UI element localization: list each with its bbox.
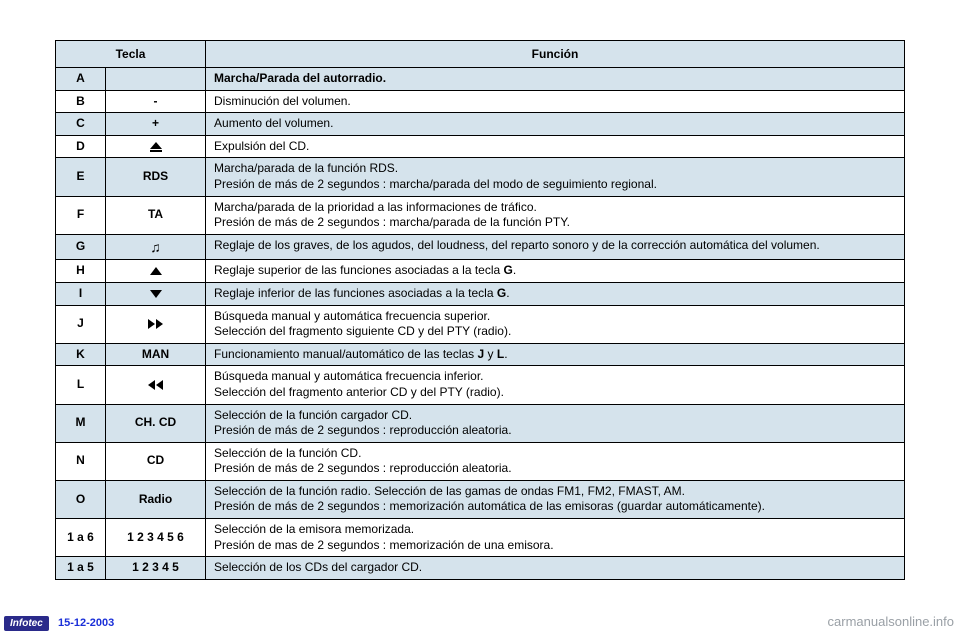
func-text: Reglaje inferior de las funciones asocia…	[214, 286, 497, 300]
key-cell: L	[56, 366, 106, 404]
key-cell: 1 a 5	[56, 557, 106, 580]
sym-cell: MAN	[106, 343, 206, 366]
func-cell: Marcha/Parada del autorradio.	[206, 68, 905, 91]
key-cell: E	[56, 158, 106, 196]
key-cell: J	[56, 305, 106, 343]
sym-cell	[106, 282, 206, 305]
func-text: .	[504, 347, 507, 361]
sym-cell: ♫	[106, 234, 206, 260]
func-text: y	[484, 347, 497, 361]
sym-cell: 1 2 3 4 5 6	[106, 519, 206, 557]
key-cell: 1 a 6	[56, 519, 106, 557]
func-bold: G	[504, 263, 513, 277]
func-cell: Reglaje inferior de las funciones asocia…	[206, 282, 905, 305]
table-row: 1 a 6 1 2 3 4 5 6 Selección de la emisor…	[56, 519, 905, 557]
up-icon	[150, 263, 162, 277]
table-row: E RDS Marcha/parada de la función RDS.Pr…	[56, 158, 905, 196]
func-cell: Búsqueda manual y automática frecuencia …	[206, 366, 905, 404]
footer-date: 15-12-2003	[58, 617, 114, 629]
key-cell: N	[56, 442, 106, 480]
table-row: 1 a 5 1 2 3 4 5 Selección de los CDs del…	[56, 557, 905, 580]
header-tecla: Tecla	[56, 41, 206, 68]
func-cell: Selección de la función cargador CD.Pres…	[206, 404, 905, 442]
func-cell: Selección de los CDs del cargador CD.	[206, 557, 905, 580]
func-cell: Marcha/parada de la función RDS.Presión …	[206, 158, 905, 196]
sym-cell: TA	[106, 196, 206, 234]
watermark: carmanualsonline.info	[828, 614, 954, 629]
func-cell: Selección de la función CD.Presión de má…	[206, 442, 905, 480]
fast-forward-icon	[148, 316, 164, 330]
rewind-icon	[148, 377, 164, 391]
func-cell: Reglaje de los graves, de los agudos, de…	[206, 234, 905, 260]
func-cell: Funcionamiento manual/automático de las …	[206, 343, 905, 366]
eject-icon	[150, 139, 162, 153]
table-row: B - Disminución del volumen.	[56, 90, 905, 113]
func-text: .	[513, 263, 516, 277]
sym-cell: +	[106, 113, 206, 136]
table-row: M CH. CD Selección de la función cargado…	[56, 404, 905, 442]
key-cell: K	[56, 343, 106, 366]
func-bold: Marcha/Parada del autorradio.	[214, 71, 386, 85]
key-cell: O	[56, 480, 106, 518]
func-text: Reglaje superior de las funciones asocia…	[214, 263, 504, 277]
table-row: I Reglaje inferior de las funciones asoc…	[56, 282, 905, 305]
sym-cell	[106, 305, 206, 343]
sym-cell	[106, 366, 206, 404]
footer: Infotec 15-12-2003 carmanualsonline.info	[0, 613, 960, 633]
key-cell: F	[56, 196, 106, 234]
music-icon: ♫	[150, 239, 161, 255]
key-cell: A	[56, 68, 106, 91]
table-row: O Radio Selección de la función radio. S…	[56, 480, 905, 518]
key-cell: B	[56, 90, 106, 113]
key-cell: I	[56, 282, 106, 305]
sym-cell	[106, 68, 206, 91]
func-text: .	[506, 286, 509, 300]
func-cell: Aumento del volumen.	[206, 113, 905, 136]
table-row: D Expulsión del CD.	[56, 135, 905, 158]
table-row: J Búsqueda manual y automática frecuenci…	[56, 305, 905, 343]
sym-cell: 1 2 3 4 5	[106, 557, 206, 580]
controls-table: Tecla Función A Marcha/Parada del autorr…	[55, 40, 905, 580]
sym-cell: RDS	[106, 158, 206, 196]
key-cell: D	[56, 135, 106, 158]
infotec-badge: Infotec	[4, 616, 49, 631]
table-row: A Marcha/Parada del autorradio.	[56, 68, 905, 91]
key-cell: H	[56, 260, 106, 283]
table-row: N CD Selección de la función CD.Presión …	[56, 442, 905, 480]
func-cell: Marcha/parada de la prioridad a las info…	[206, 196, 905, 234]
down-icon	[150, 286, 162, 300]
func-cell: Disminución del volumen.	[206, 90, 905, 113]
sym-cell	[106, 135, 206, 158]
func-cell: Búsqueda manual y automática frecuencia …	[206, 305, 905, 343]
sym-cell: -	[106, 90, 206, 113]
table-row: L Búsqueda manual y automática frecuenci…	[56, 366, 905, 404]
func-cell: Reglaje superior de las funciones asocia…	[206, 260, 905, 283]
sym-cell: Radio	[106, 480, 206, 518]
table-row: C + Aumento del volumen.	[56, 113, 905, 136]
sym-cell	[106, 260, 206, 283]
table-row: K MAN Funcionamiento manual/automático d…	[56, 343, 905, 366]
sym-cell: CD	[106, 442, 206, 480]
table-row: F TA Marcha/parada de la prioridad a las…	[56, 196, 905, 234]
key-cell: C	[56, 113, 106, 136]
func-cell: Expulsión del CD.	[206, 135, 905, 158]
func-cell: Selección de la función radio. Selección…	[206, 480, 905, 518]
func-bold: G	[497, 286, 506, 300]
key-cell: G	[56, 234, 106, 260]
func-cell: Selección de la emisora memorizada.Presi…	[206, 519, 905, 557]
func-text: Funcionamiento manual/automático de las …	[214, 347, 477, 361]
table-row: H Reglaje superior de las funciones asoc…	[56, 260, 905, 283]
sym-cell: CH. CD	[106, 404, 206, 442]
header-funcion: Función	[206, 41, 905, 68]
key-cell: M	[56, 404, 106, 442]
table-row: G ♫ Reglaje de los graves, de los agudos…	[56, 234, 905, 260]
